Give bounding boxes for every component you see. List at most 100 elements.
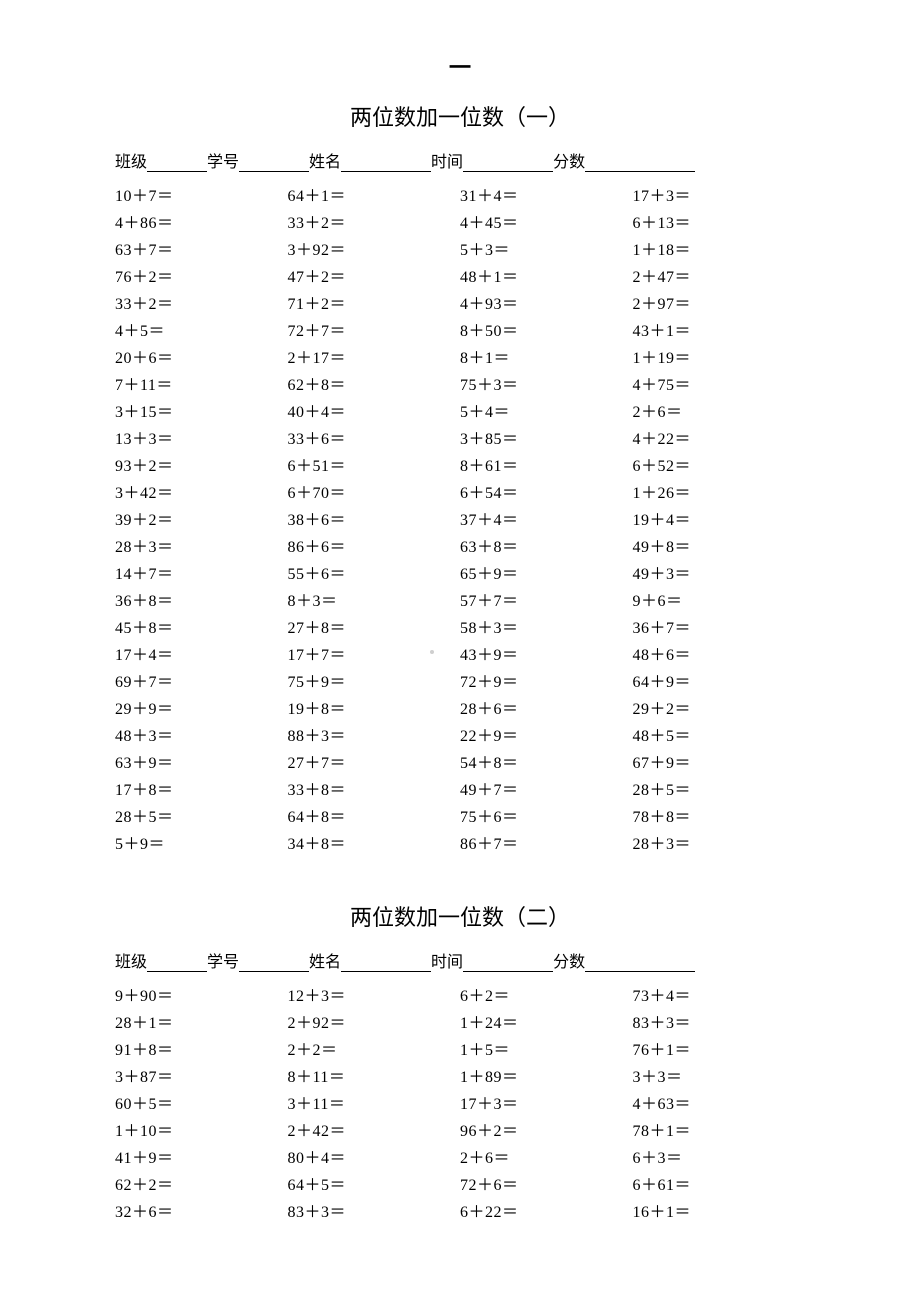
problem-cell: 33＋2＝ <box>288 209 461 233</box>
blank-student-no-2[interactable] <box>239 953 309 972</box>
problem-cell: 45＋8＝ <box>115 614 288 638</box>
problem-cell: 22＋9＝ <box>460 722 633 746</box>
blank-score[interactable] <box>585 153 695 172</box>
problem-cell: 88＋3＝ <box>288 722 461 746</box>
problem-cell: 2＋47＝ <box>633 263 806 287</box>
problem-cell: 28＋1＝ <box>115 1009 288 1033</box>
blank-name[interactable] <box>341 153 431 172</box>
problem-cell: 17＋3＝ <box>633 182 806 206</box>
section-1-form: 班级 学号 姓名 时间 分数 <box>115 148 805 172</box>
problem-cell: 8＋50＝ <box>460 317 633 341</box>
problem-cell: 41＋9＝ <box>115 1144 288 1168</box>
page-marker: 一 <box>115 50 805 82</box>
problem-cell: 33＋8＝ <box>288 776 461 800</box>
problem-cell: 83＋3＝ <box>633 1009 806 1033</box>
label-name-2: 姓名 <box>309 948 341 972</box>
problem-cell: 28＋3＝ <box>633 830 806 854</box>
problem-cell: 86＋6＝ <box>288 533 461 557</box>
problem-cell: 6＋52＝ <box>633 452 806 476</box>
problem-cell: 48＋6＝ <box>633 641 806 665</box>
problem-cell: 4＋45＝ <box>460 209 633 233</box>
problem-cell: 76＋2＝ <box>115 263 288 287</box>
problem-cell: 33＋6＝ <box>288 425 461 449</box>
problem-cell: 63＋7＝ <box>115 236 288 260</box>
problem-cell: 29＋9＝ <box>115 695 288 719</box>
problem-cell: 62＋2＝ <box>115 1171 288 1195</box>
problem-cell: 4＋86＝ <box>115 209 288 233</box>
problem-cell: 9＋90＝ <box>115 982 288 1006</box>
stray-dot <box>430 650 434 654</box>
problem-cell: 76＋1＝ <box>633 1036 806 1060</box>
problem-cell: 29＋2＝ <box>633 695 806 719</box>
problem-cell: 72＋7＝ <box>288 317 461 341</box>
label-time-2: 时间 <box>431 948 463 972</box>
problem-cell: 80＋4＝ <box>288 1144 461 1168</box>
problem-cell: 2＋2＝ <box>288 1036 461 1060</box>
problem-cell: 4＋5＝ <box>115 317 288 341</box>
problem-cell: 60＋5＝ <box>115 1090 288 1114</box>
problem-cell: 55＋6＝ <box>288 560 461 584</box>
problem-cell: 4＋75＝ <box>633 371 806 395</box>
problem-cell: 63＋9＝ <box>115 749 288 773</box>
problem-cell: 5＋9＝ <box>115 830 288 854</box>
problem-cell: 86＋7＝ <box>460 830 633 854</box>
problem-cell: 10＋7＝ <box>115 182 288 206</box>
problem-cell: 57＋7＝ <box>460 587 633 611</box>
problem-cell: 8＋11＝ <box>288 1063 461 1087</box>
problem-cell: 27＋8＝ <box>288 614 461 638</box>
section-2-problems: 9＋90＝12＋3＝6＋2＝73＋4＝28＋1＝2＋92＝1＋24＝83＋3＝9… <box>115 982 805 1222</box>
blank-time[interactable] <box>463 153 553 172</box>
section-1-problems: 10＋7＝64＋1＝31＋4＝17＋3＝4＋86＝33＋2＝4＋45＝6＋13＝… <box>115 182 805 854</box>
problem-cell: 64＋8＝ <box>288 803 461 827</box>
blank-class[interactable] <box>147 153 207 172</box>
blank-score-2[interactable] <box>585 953 695 972</box>
problem-cell: 2＋42＝ <box>288 1117 461 1141</box>
problem-cell: 54＋8＝ <box>460 749 633 773</box>
problem-cell: 1＋5＝ <box>460 1036 633 1060</box>
problem-cell: 75＋9＝ <box>288 668 461 692</box>
problem-cell: 3＋3＝ <box>633 1063 806 1087</box>
problem-cell: 17＋4＝ <box>115 641 288 665</box>
problem-cell: 91＋8＝ <box>115 1036 288 1060</box>
problem-cell: 2＋6＝ <box>460 1144 633 1168</box>
label-class-2: 班级 <box>115 948 147 972</box>
problem-cell: 6＋54＝ <box>460 479 633 503</box>
problem-cell: 4＋22＝ <box>633 425 806 449</box>
problem-cell: 32＋6＝ <box>115 1198 288 1222</box>
worksheet-page: 一 两位数加一位数（一） 班级 学号 姓名 时间 分数 10＋7＝64＋1＝31… <box>0 0 920 1302</box>
problem-cell: 28＋3＝ <box>115 533 288 557</box>
problem-cell: 65＋9＝ <box>460 560 633 584</box>
problem-cell: 6＋2＝ <box>460 982 633 1006</box>
problem-cell: 2＋6＝ <box>633 398 806 422</box>
problem-cell: 48＋5＝ <box>633 722 806 746</box>
problem-cell: 3＋42＝ <box>115 479 288 503</box>
problem-cell: 2＋92＝ <box>288 1009 461 1033</box>
problem-cell: 49＋8＝ <box>633 533 806 557</box>
problem-cell: 78＋1＝ <box>633 1117 806 1141</box>
problem-cell: 1＋18＝ <box>633 236 806 260</box>
blank-student-no[interactable] <box>239 153 309 172</box>
blank-class-2[interactable] <box>147 953 207 972</box>
section-2-title: 两位数加一位数（二） <box>115 900 805 932</box>
problem-cell: 83＋3＝ <box>288 1198 461 1222</box>
label-time: 时间 <box>431 148 463 172</box>
problem-cell: 37＋4＝ <box>460 506 633 530</box>
problem-cell: 6＋13＝ <box>633 209 806 233</box>
problem-cell: 63＋8＝ <box>460 533 633 557</box>
problem-cell: 64＋5＝ <box>288 1171 461 1195</box>
problem-cell: 5＋3＝ <box>460 236 633 260</box>
problem-cell: 19＋8＝ <box>288 695 461 719</box>
section-2-form: 班级 学号 姓名 时间 分数 <box>115 948 805 972</box>
blank-name-2[interactable] <box>341 953 431 972</box>
problem-cell: 17＋7＝ <box>288 641 461 665</box>
problem-cell: 4＋93＝ <box>460 290 633 314</box>
problem-cell: 69＋7＝ <box>115 668 288 692</box>
problem-cell: 75＋3＝ <box>460 371 633 395</box>
blank-time-2[interactable] <box>463 953 553 972</box>
problem-cell: 1＋10＝ <box>115 1117 288 1141</box>
label-name: 姓名 <box>309 148 341 172</box>
problem-cell: 33＋2＝ <box>115 290 288 314</box>
problem-cell: 48＋3＝ <box>115 722 288 746</box>
problem-cell: 28＋6＝ <box>460 695 633 719</box>
problem-cell: 43＋9＝ <box>460 641 633 665</box>
